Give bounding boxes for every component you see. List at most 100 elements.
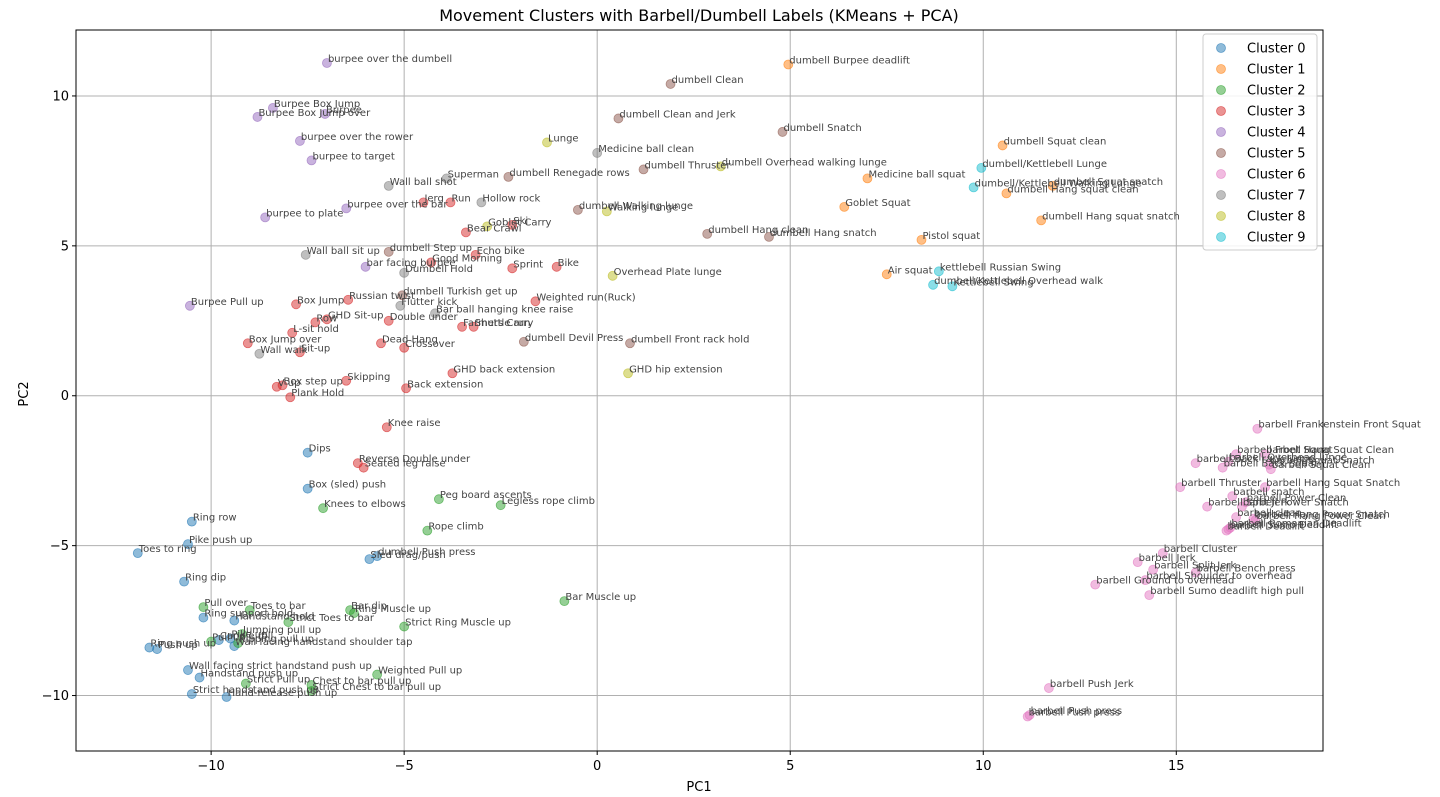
point-label: Dips [309,444,331,455]
data-point [665,79,676,89]
data-point [343,294,354,305]
data-point [306,155,317,166]
data-point [1024,710,1035,720]
point-label: barbell Bench press [1197,564,1296,575]
point-label: kettlebell Russian Swing [940,262,1061,273]
data-point [916,234,927,245]
legend-label: Cluster 5 [1247,147,1306,162]
point-label: barbell Overhead lunge [1229,453,1347,464]
legend-label: Cluster 4 [1247,126,1306,141]
data-point [507,219,518,230]
point-label: Weighted run(Ruck) [536,292,635,303]
point-label: dumbell Renegade rows [509,168,629,179]
point-label: burpee to plate [266,208,343,219]
data-point [206,636,217,647]
data-point [542,137,552,148]
data-point [495,500,506,511]
data-point [625,338,635,349]
point-label: Burpee Pull up [191,297,264,308]
point-label: Hand-release push up [228,688,338,699]
point-label: Handstand hold [235,612,314,623]
point-label: Bike [558,258,579,269]
data-point [461,227,471,238]
legend-marker [1216,232,1226,242]
point-label: Ring Muscle up [355,604,431,615]
point-label: barbell Push press [1031,706,1123,717]
point-label: Sprint [513,259,543,270]
point-label: barbell Hang Power Clean [1256,511,1385,522]
data-point [302,483,313,494]
point-label: barbell Romanian Deadlift [1231,519,1361,530]
data-point [295,347,305,358]
point-label: Box Jump over [249,334,323,345]
data-point [1132,557,1143,568]
data-point [194,672,205,683]
data-point [441,173,452,184]
data-point [240,678,251,689]
point-label: Back extension [407,379,483,390]
point-label: Pike push up [189,535,252,546]
data-point [383,180,394,191]
point-label: Legless rope climb [502,496,595,507]
point-label: Wall ball sit up [307,246,380,257]
point-label: Walking lunge [608,202,679,213]
point-label: Ski [513,216,528,227]
point-label: Lunge [548,133,579,144]
data-point [422,525,433,536]
y-tick-label: 0 [61,389,69,404]
legend-box [1202,33,1318,251]
y-tick-label: 5 [61,239,69,254]
point-label: barbell Power Snatch [1243,498,1349,509]
point-label: barbell Squat Snatch [1270,456,1375,467]
point-label: Farmers Carry [463,318,533,329]
point-label: barbell Sumo deadlift high pull [1150,586,1304,597]
point-label: GHD Sit-up [328,310,384,321]
point-label: dumbell Clean [672,75,744,86]
point-label: Sled drag/push [370,550,445,561]
point-label: Dead Hang [382,334,438,345]
legend-marker [1216,190,1226,200]
point-label: barbell clean [1237,508,1302,519]
point-label: dumbell Push press [378,547,475,558]
point-label: dumbell/Kettlebell Lunge [982,159,1107,170]
point-label: Strict Toes to bar [289,613,375,624]
data-point [1001,188,1012,199]
data-point [928,279,938,290]
data-point [381,422,392,433]
data-point [426,257,437,268]
x-axis-title: PC1 [686,780,711,795]
point-label: Wall walk [260,345,307,356]
data-point [715,161,726,172]
point-label: Bar dip [351,601,387,612]
point-label: Burpee Box Jump [274,99,360,110]
legend-label: Cluster 8 [1247,210,1306,225]
point-label: dumbell Overhead walking lunge [722,157,887,168]
legend-label: Cluster 6 [1247,168,1306,183]
point-label: Bar Muscle up [565,592,636,603]
data-point [397,290,408,301]
data-point [592,148,603,158]
legend-marker [1216,64,1226,74]
point-label: barbell Back Squat [1224,459,1318,470]
point-label: Russian twist [349,291,415,302]
data-point [613,113,624,124]
data-point [976,163,987,173]
data-point [434,494,444,505]
point-label: Shuttle run [475,318,531,329]
data-point [457,321,467,332]
data-point [285,392,296,403]
data-point [1227,491,1238,502]
data-point [229,615,240,626]
data-point [341,203,352,214]
data-point [1144,590,1155,601]
data-point [1260,482,1270,493]
data-point [530,296,541,307]
point-label: Flutter kick [401,297,457,308]
point-label: dumbell Clean and Jerk [619,109,735,120]
data-point [287,327,298,338]
chart-title: Movement Clusters with Barbell/Dumbell L… [439,6,959,25]
point-label: barbell snatch [1233,487,1304,498]
data-point [783,59,794,70]
data-point [1043,683,1054,693]
